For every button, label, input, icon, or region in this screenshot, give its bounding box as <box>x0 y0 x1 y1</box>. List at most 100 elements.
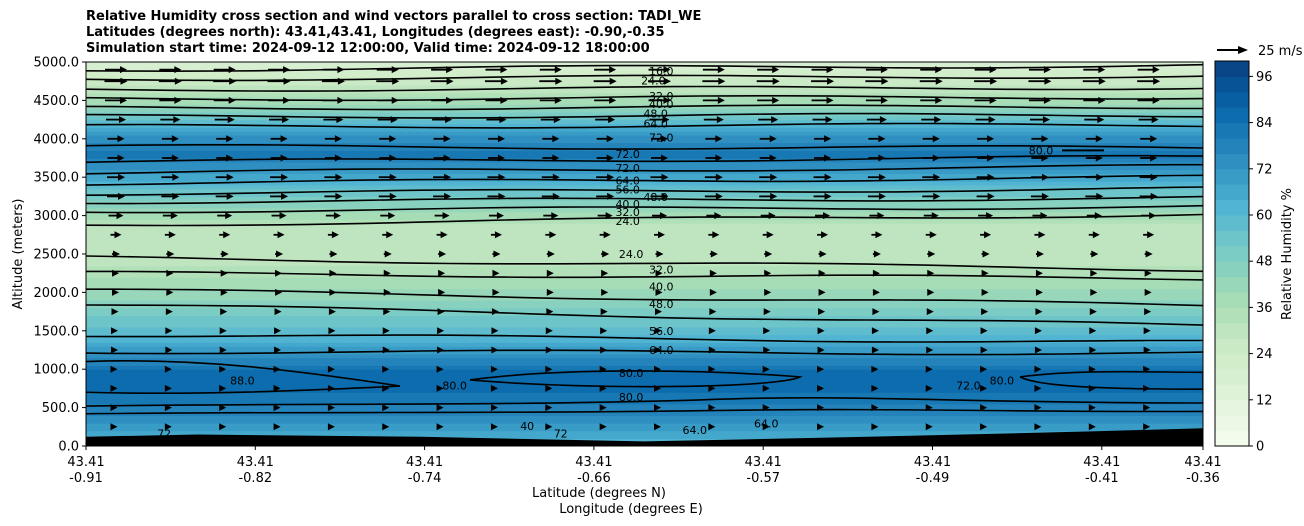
wind-arrow <box>490 384 498 392</box>
wind-arrow-head <box>935 96 943 104</box>
wind-arrow-head <box>881 77 889 85</box>
wind-arrow <box>1088 365 1096 373</box>
wind-arrow <box>270 154 288 162</box>
rh-band <box>86 361 1203 366</box>
wind-arrow-head <box>1044 77 1052 85</box>
wind-arrow <box>1137 96 1160 104</box>
wind-arrow-head <box>984 231 992 239</box>
wind-arrow <box>1144 308 1152 316</box>
y-tick-label: 500.0 <box>42 401 79 416</box>
wind-arrow <box>164 365 172 373</box>
colorbar-tick-label: 12 <box>1256 393 1273 408</box>
rh-band <box>86 392 1203 397</box>
wind-arrow-head <box>1042 116 1050 124</box>
y-tick-label: 1000.0 <box>34 363 80 378</box>
wind-arrow <box>655 269 663 277</box>
wind-arrow-head <box>492 288 500 296</box>
wind-arrow <box>817 423 825 431</box>
wind-arrow <box>546 250 555 258</box>
wind-arrow <box>762 423 770 431</box>
contour-label: 56.0 <box>649 325 674 338</box>
wind-arrow <box>437 308 445 316</box>
wind-arrow <box>382 231 394 239</box>
wind-arrow-head <box>1035 288 1043 296</box>
wind-arrow <box>981 288 989 296</box>
wind-arrow <box>328 346 336 354</box>
wind-arrow-head <box>608 116 616 124</box>
rh-band <box>86 230 1203 236</box>
wind-arrow <box>213 77 237 85</box>
wind-arrow <box>596 173 615 181</box>
wind-arrow-head <box>981 269 989 277</box>
wind-arrow-head <box>1143 365 1151 373</box>
rh-band <box>86 115 1203 121</box>
wind-arrow <box>596 135 614 143</box>
wind-arrow-head <box>327 384 335 392</box>
wind-arrow-head <box>499 116 507 124</box>
wind-arrow-head <box>274 327 282 335</box>
wind-arrow-head <box>282 116 290 124</box>
rh-band <box>86 184 1203 190</box>
wind-arrow-head <box>437 308 445 316</box>
colorbar-segment <box>1215 122 1249 139</box>
rh-band <box>86 342 1203 347</box>
wind-arrow-head <box>925 384 933 392</box>
wind-arrow-head <box>602 250 610 258</box>
rh-band <box>86 415 1203 420</box>
wind-arrow <box>1090 250 1099 258</box>
wind-arrow-head <box>600 308 608 316</box>
wind-arrow-head <box>552 154 560 162</box>
wind-arrow-head <box>228 96 236 104</box>
wind-arrow <box>1143 365 1151 373</box>
wind-arrow <box>433 192 452 200</box>
wind-arrow <box>327 231 339 239</box>
wind-arrow-head <box>655 269 663 277</box>
wind-arrow-head <box>772 96 780 104</box>
rh-band <box>86 307 1203 313</box>
colorbar-tick-label: 72 <box>1256 162 1273 177</box>
x-tick-label-lon: -0.82 <box>238 471 272 486</box>
rh-band <box>86 434 1203 439</box>
wind-arrow <box>432 116 453 124</box>
wind-arrow <box>1140 154 1158 162</box>
wind-arrow <box>213 66 236 74</box>
wind-arrow-head <box>1098 77 1106 85</box>
colorbar-segment <box>1215 184 1249 201</box>
colorbar-tick-label: 48 <box>1256 255 1273 270</box>
wind-arrow <box>269 116 290 124</box>
contour-label: 24.0 <box>619 248 644 261</box>
wind-arrow-head <box>545 327 553 335</box>
wind-arrow <box>324 135 342 143</box>
wind-arrow-head <box>545 404 553 412</box>
wind-arrow <box>161 135 179 143</box>
wind-arrow <box>654 365 661 373</box>
wind-vectors <box>104 66 1161 431</box>
wind-arrow-head <box>280 135 288 143</box>
wind-arrow-head <box>226 154 234 162</box>
wind-arrow <box>759 135 777 143</box>
rh-band <box>86 280 1203 286</box>
wind-arrow <box>1083 96 1106 104</box>
wind-arrow-head <box>443 135 451 143</box>
wind-arrow-head <box>925 404 933 412</box>
wind-arrow <box>268 66 291 74</box>
wind-arrow-head <box>871 365 879 373</box>
rh-band <box>86 119 1203 125</box>
wind-arrow <box>165 327 173 335</box>
wind-arrow <box>485 66 508 74</box>
wind-arrow-head <box>878 192 886 200</box>
wind-arrow-head <box>327 404 335 412</box>
wind-arrow <box>925 404 933 412</box>
wind-arrow <box>105 96 127 104</box>
wind-arrow <box>871 346 879 354</box>
wind-arrow <box>111 327 118 335</box>
wind-arrow-head <box>389 154 397 162</box>
wind-arrow-head <box>331 231 339 239</box>
wind-arrow <box>599 384 607 392</box>
wind-arrow-head <box>661 135 668 143</box>
wind-arrow-head <box>391 66 399 74</box>
wind-arrow-head <box>446 96 454 104</box>
wind-arrow-head <box>383 269 391 277</box>
wind-arrow-head <box>599 404 607 412</box>
wind-arrow <box>759 173 778 181</box>
